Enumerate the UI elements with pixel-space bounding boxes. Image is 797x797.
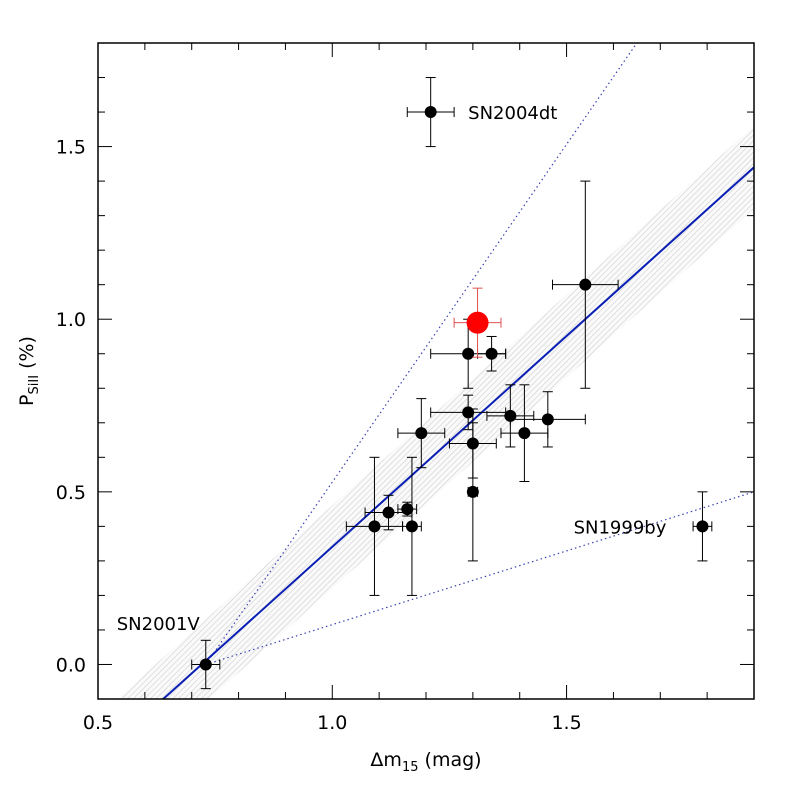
annotation-label: SN2001V <box>117 614 201 635</box>
annotation-label: SN2004dt <box>468 103 557 124</box>
point-marker <box>485 347 498 360</box>
x-tick-label: 1.0 <box>317 712 347 734</box>
point-marker <box>199 658 212 671</box>
data-point <box>364 494 413 531</box>
y-axis-label: PSiII (%) <box>16 336 42 406</box>
point-marker <box>405 520 418 533</box>
x-tick-label: 1.5 <box>551 712 581 734</box>
x-axis-label: Δm15 (mag) <box>370 749 481 775</box>
point-marker <box>424 106 437 119</box>
annotation-label: SN1999by <box>574 517 667 538</box>
plot-frame <box>97 42 755 700</box>
data-point <box>552 180 619 389</box>
data-point <box>477 335 507 372</box>
point-marker <box>518 427 531 440</box>
data-point <box>466 422 479 562</box>
data-point <box>406 77 455 148</box>
dotted-line-0 <box>205 43 638 665</box>
data-point <box>397 501 418 517</box>
data-point <box>191 639 221 690</box>
point-marker <box>401 503 414 516</box>
data-point <box>453 287 502 358</box>
data-point <box>692 491 713 562</box>
y-tick-label: 0.5 <box>56 482 86 504</box>
point-marker <box>462 347 475 360</box>
fit-line <box>161 166 754 699</box>
data-point <box>509 391 586 448</box>
point-marker <box>579 278 592 291</box>
x-tick-label: 0.5 <box>83 712 113 734</box>
y-tick-label: 0.0 <box>56 654 86 676</box>
point-marker <box>415 427 428 440</box>
point-marker <box>696 520 709 533</box>
point-marker <box>368 520 381 533</box>
data-point <box>402 456 422 596</box>
dotted-line-1 <box>205 491 754 666</box>
data-point <box>397 398 446 469</box>
y-tick-label: 1.0 <box>56 309 86 331</box>
point-marker <box>466 485 479 498</box>
y-tick-label: 1.5 <box>56 137 86 159</box>
highlighted-marker <box>466 311 489 334</box>
point-marker <box>382 506 395 519</box>
point-marker <box>541 413 554 426</box>
